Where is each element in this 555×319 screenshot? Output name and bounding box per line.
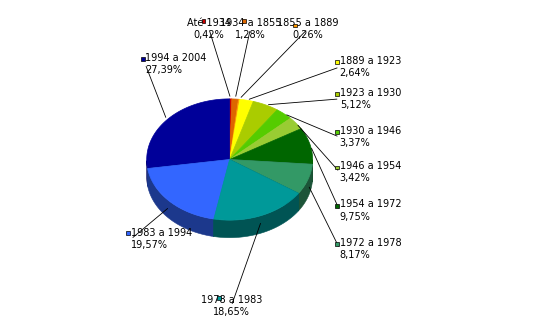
Polygon shape [147, 161, 148, 186]
Polygon shape [230, 99, 253, 160]
Polygon shape [214, 160, 230, 237]
Text: 1946 a 1954
3,42%: 1946 a 1954 3,42% [340, 161, 401, 183]
Polygon shape [148, 168, 214, 237]
Polygon shape [214, 193, 299, 238]
Text: 1855 a 1889
0,26%: 1855 a 1889 0,26% [277, 18, 339, 40]
Bar [335, 242, 339, 246]
Text: 1923 a 1930
5,12%: 1923 a 1930 5,12% [340, 88, 401, 110]
Text: 1934 a 1855
1,28%: 1934 a 1855 1,28% [220, 18, 281, 40]
Polygon shape [214, 160, 299, 220]
Text: 1972 a 1978
8,17%: 1972 a 1978 8,17% [340, 238, 401, 260]
Text: 1983 a 1994
19,57%: 1983 a 1994 19,57% [131, 228, 192, 250]
Text: 1930 a 1946
3,37%: 1930 a 1946 3,37% [340, 126, 401, 148]
Text: 1994 a 2004
27,39%: 1994 a 2004 27,39% [145, 53, 206, 75]
Polygon shape [147, 99, 230, 168]
Polygon shape [230, 129, 312, 164]
Polygon shape [230, 160, 312, 182]
Polygon shape [230, 99, 240, 160]
Text: 1978 a 1983
18,65%: 1978 a 1983 18,65% [200, 295, 262, 317]
Text: 1954 a 1972
9,75%: 1954 a 1972 9,75% [340, 199, 401, 222]
Bar [201, 19, 205, 23]
Polygon shape [230, 99, 232, 160]
Polygon shape [230, 160, 312, 182]
Polygon shape [299, 164, 312, 211]
Polygon shape [230, 99, 239, 160]
Polygon shape [148, 160, 230, 219]
Polygon shape [148, 160, 230, 186]
Text: Até 1934
0,42%: Até 1934 0,42% [187, 18, 231, 40]
Bar [335, 130, 339, 134]
Polygon shape [230, 110, 290, 160]
Polygon shape [230, 160, 299, 211]
Polygon shape [230, 160, 312, 193]
Bar [293, 24, 296, 27]
Polygon shape [230, 160, 299, 211]
Text: 1889 a 1923
2,64%: 1889 a 1923 2,64% [340, 56, 401, 78]
Bar [217, 296, 221, 300]
Bar [242, 19, 246, 23]
Polygon shape [214, 160, 230, 237]
Bar [335, 166, 339, 169]
Bar [126, 231, 130, 235]
Polygon shape [148, 160, 230, 186]
Polygon shape [230, 101, 277, 160]
Bar [335, 60, 339, 64]
Polygon shape [230, 118, 301, 160]
Bar [335, 92, 339, 96]
Bar [335, 204, 339, 208]
Bar [142, 57, 145, 61]
